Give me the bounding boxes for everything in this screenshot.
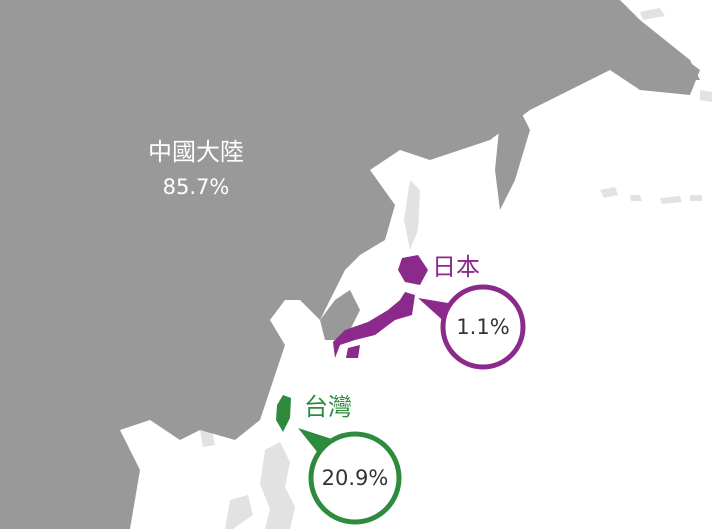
region-share: 85.7% bbox=[163, 175, 230, 199]
minor-lands bbox=[200, 8, 712, 529]
callout-bubble bbox=[440, 284, 526, 370]
region-share: 1.1% bbox=[456, 315, 509, 339]
region-name: 日本 bbox=[432, 253, 480, 281]
sakhalin bbox=[495, 110, 530, 210]
region-share: 20.9% bbox=[322, 466, 389, 490]
japan-shape bbox=[333, 255, 428, 358]
korea bbox=[320, 290, 360, 340]
region-name: 台灣 bbox=[304, 393, 352, 421]
mainland bbox=[0, 0, 700, 529]
taiwan-shape bbox=[276, 395, 291, 432]
callout-bubble bbox=[308, 431, 402, 525]
region-name: 中國大陸 bbox=[148, 138, 244, 166]
kamchatka bbox=[600, 10, 700, 80]
